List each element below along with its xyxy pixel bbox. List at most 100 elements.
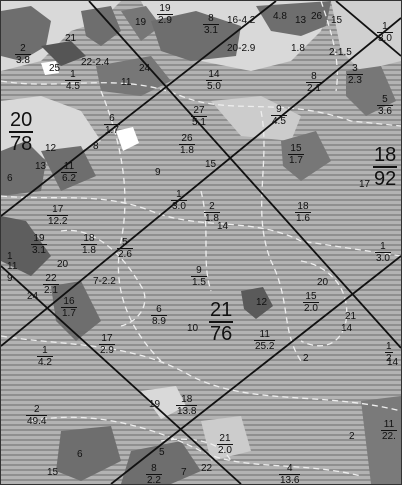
plot-label-num: 6 xyxy=(104,113,120,125)
plot-label-den: 2.3 xyxy=(348,75,362,86)
plot-label-den: 6.2 xyxy=(62,173,76,184)
plot-label: 14 5.0 xyxy=(206,69,222,92)
plot-label-den: 3.0 xyxy=(172,201,186,212)
plot-label: 16 1.7 xyxy=(61,296,77,319)
plot-label: 1 4.5 xyxy=(65,69,81,92)
plot-label: 4 13.6 xyxy=(279,463,301,485)
plot-label-num: 8 xyxy=(203,13,219,25)
plot-label: 2 49.4 xyxy=(26,404,48,427)
plot-label-den: 3.6 xyxy=(378,106,392,117)
stand-number: 7 xyxy=(181,467,187,478)
white-clearing xyxy=(41,61,59,75)
plot-label-num: 19 xyxy=(31,233,47,245)
plot-label-num: 18 xyxy=(81,233,97,245)
plot-label-den: 2 xyxy=(386,353,392,364)
plot-label: 11 22. xyxy=(381,419,397,442)
plot-label: 2 3.8 xyxy=(15,43,31,66)
plot-label-den: 12.2 xyxy=(48,216,68,227)
dark-patch xyxy=(201,416,251,461)
stand-number: 14 xyxy=(217,221,229,232)
plot-label-den: 25.2 xyxy=(255,341,275,352)
plot-label: 1 4.2 xyxy=(37,345,53,368)
dark-patch xyxy=(41,146,96,191)
plot-label: 19 3.1 xyxy=(31,233,47,256)
plot-label-num: 1 xyxy=(37,345,53,357)
plot-label-den: 2.1 xyxy=(307,83,321,94)
stand-number: 8 xyxy=(93,141,99,152)
plot-label-num: 16 xyxy=(61,296,77,308)
stand-number: 15 xyxy=(331,15,343,26)
stand-number: 2 xyxy=(303,353,309,364)
stand-number: 11 xyxy=(121,77,132,88)
large-label-den: 92 xyxy=(374,168,397,190)
plot-label-den: 1.5 xyxy=(192,277,206,288)
plot-label: 15 1.7 xyxy=(288,143,304,166)
stand-number: 14 xyxy=(387,357,399,368)
plot-label: 27 5.1 xyxy=(191,105,207,128)
stand-number: 19 xyxy=(149,399,161,410)
plot-label-num: 8 xyxy=(306,71,322,83)
stand-number: 6 xyxy=(7,173,13,184)
plot-label-den: 1.8 xyxy=(180,145,194,156)
plot-label: 9 1.5 xyxy=(191,265,207,288)
large-label-den: 78 xyxy=(10,133,33,155)
plot-label-den: 2.9 xyxy=(100,345,114,356)
stand-number: 15 xyxy=(47,467,59,478)
plot-label: 2 1.8 xyxy=(204,201,220,224)
stand-number: 24 xyxy=(139,63,151,74)
stand-number: 5 xyxy=(159,447,165,458)
stand-number: 21 xyxy=(345,311,357,322)
stand-number: 26 xyxy=(311,11,323,22)
stand-number: 12 xyxy=(45,143,57,154)
plot-label-num: 11 xyxy=(381,419,397,431)
plot-label-den: 1.8 xyxy=(82,245,96,256)
plot-label: 18 1.6 xyxy=(295,201,311,224)
plot-label: 21 2.0 xyxy=(217,433,233,456)
large-label: 20 78 xyxy=(9,109,34,155)
plot-label-den: 13.6 xyxy=(280,475,300,485)
stand-number: 10 xyxy=(187,323,199,334)
dark-patch xyxy=(256,1,331,36)
stand-number: 22 xyxy=(201,463,213,474)
stand-number: 9 xyxy=(155,167,161,178)
plot-label: 17 12.2 xyxy=(47,204,69,227)
plot-label: 6 1.7 xyxy=(104,113,120,136)
plot-label: 8 2.2 xyxy=(146,463,162,484)
stand-number: 14 xyxy=(341,323,353,334)
plot-label-num: 17 xyxy=(99,333,115,345)
plot-label-num: 18 xyxy=(176,394,198,406)
plot-label-num: 11 xyxy=(61,161,77,173)
plot-label-den: 5.1 xyxy=(192,117,206,128)
plot-label: 8 2.1 xyxy=(306,71,322,94)
plot-label-den: 8.9 xyxy=(152,316,166,327)
plot-label-num: 3 xyxy=(347,63,363,75)
plot-label-num: 11 xyxy=(254,329,276,341)
plot-label-num: 8 xyxy=(146,463,162,475)
plot-label: 3 2.3 xyxy=(347,63,363,86)
plot-label-num: 15 xyxy=(303,291,319,303)
stand-number: 9 xyxy=(7,273,13,284)
plot-label: 8 3.1 xyxy=(203,13,219,36)
plot-label-num: 9 xyxy=(191,265,207,277)
dark-patch xyxy=(81,6,121,46)
plot-label: 5 2.6 xyxy=(117,237,133,260)
stand-number: 13 xyxy=(35,161,47,172)
plot-label-den: 2.1 xyxy=(44,285,58,296)
plot-label-den: 1.7 xyxy=(62,308,76,319)
dark-patch xyxy=(346,66,396,116)
dark-patch xyxy=(151,11,241,61)
stand-number: 7-2.2 xyxy=(93,276,116,287)
large-label: 18 92 xyxy=(373,144,398,190)
plot-label-num: 2 xyxy=(15,43,31,55)
plot-label-den: 5.0 xyxy=(207,81,221,92)
stand-number: 17 xyxy=(359,179,371,190)
plot-label-num: 27 xyxy=(191,105,207,117)
stand-number: 16-4.2 xyxy=(227,15,256,26)
plot-label-den: 3.1 xyxy=(204,25,218,36)
stand-number: 6 xyxy=(77,449,83,460)
plot-label: 15 2.0 xyxy=(303,291,319,314)
plot-label-den: 1.6 xyxy=(296,213,310,224)
stand-number: 2 xyxy=(349,431,355,442)
large-label-den: 76 xyxy=(210,323,233,345)
plot-label: 11 25.2 xyxy=(254,329,276,352)
